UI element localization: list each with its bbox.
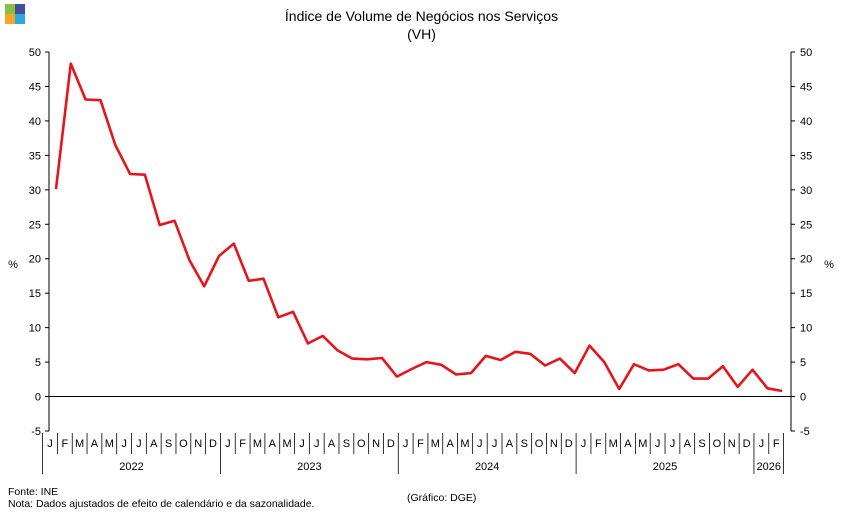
x-month-label: M [253,438,262,450]
x-month-label: A [624,438,632,450]
y-tick-label-right: 5 [800,357,806,369]
x-month-label: M [431,438,440,450]
x-month-label: S [165,438,172,450]
x-month-label: A [506,438,514,450]
x-year-label: 2024 [475,461,499,473]
note-text: Nota: Dados ajustados de efeito de calen… [8,498,315,510]
y-tick-label-left: -5 [31,426,41,438]
x-year-label: 2026 [757,461,781,473]
y-tick-label-right: 25 [800,219,812,231]
x-month-label: J [299,438,305,450]
x-month-label: N [550,438,558,450]
y-tick-label-right: 30 [800,185,812,197]
chart-subtitle: (VH) [407,26,436,42]
x-month-label: M [75,438,84,450]
y-tick-label-left: 30 [29,185,41,197]
x-month-label: S [521,438,528,450]
x-month-label: O [357,438,366,450]
logo-square-green [5,4,15,14]
y-tick-label-right: 50 [800,47,812,59]
x-year-label: 2022 [119,461,143,473]
x-year-label: 2025 [653,461,677,473]
y-tick-label-left: 15 [29,288,41,300]
x-month-label: J [225,438,231,450]
y-tick-label-right: 15 [800,288,812,300]
x-month-label: M [283,438,292,450]
x-month-label: F [239,438,246,450]
ine-logo [5,4,25,24]
y-tick-label-left: 10 [29,323,41,335]
credit-text: (Gráfico: DGE) [407,492,477,504]
x-month-label: S [343,438,350,450]
x-month-label: O [535,438,544,450]
y-tick-label-right: 45 [800,81,812,93]
y-tick-label-right: 35 [800,150,812,162]
y-tick-label-left: 20 [29,254,41,266]
y-tick-label-left: 0 [35,392,41,404]
x-month-label: J [655,438,661,450]
y-tick-label-right: 20 [800,254,812,266]
x-month-label: M [609,438,618,450]
x-month-label: F [773,438,780,450]
x-month-label: J [670,438,676,450]
x-month-label: J [121,438,127,450]
x-month-label: A [269,438,277,450]
x-month-label: J [477,438,483,450]
x-month-label: J [314,438,320,450]
x-month-label: J [759,438,765,450]
x-month-label: M [105,438,114,450]
logo-square-orange [5,14,15,24]
y-ticks: -5 -5 0 0 5 5 10 10 15 15 20 20 25 25 30 30 35 35 40 40 45 45… [8,47,834,438]
x-month-label: O [713,438,722,450]
y-axis-label-right: % [824,259,834,271]
y-tick-label-right: -5 [800,426,810,438]
series-line [54,62,783,393]
y-tick-label-right: 0 [800,392,806,404]
x-month-label: D [209,438,217,450]
y-tick-label-right: 40 [800,116,812,128]
x-month-label: F [417,438,424,450]
x-month-label: N [194,438,202,450]
source-text: Fonte: INE [8,486,59,498]
y-tick-label-left: 50 [29,47,41,59]
y-tick-label-left: 5 [35,357,41,369]
x-month-label: O [179,438,188,450]
x-month-label: D [387,438,395,450]
x-month-label: D [565,438,573,450]
x-month-label: J [136,438,142,450]
x-month-label: J [403,438,409,450]
y-tick-label-left: 25 [29,219,41,231]
y-tick-label-right: 10 [800,323,812,335]
y-tick-label-left: 40 [29,116,41,128]
chart-axes [48,52,792,431]
x-month-label: A [684,438,692,450]
x-month-label: A [328,438,336,450]
x-month-label: J [47,438,53,450]
x-month-label: J [492,438,498,450]
x-month-label: M [460,438,469,450]
y-tick-label-left: 35 [29,150,41,162]
x-month-label: A [150,438,158,450]
logo-square-cyan [15,14,25,24]
x-month-label: D [743,438,751,450]
x-month-label: F [61,438,68,450]
logo-square-blue [15,4,25,14]
x-month-label: N [372,438,380,450]
x-month-label: N [728,438,736,450]
chart-title: Índice de Volume de Negócios nos Serviço… [284,8,559,24]
x-month-label: J [581,438,587,450]
x-month-label: A [91,438,99,450]
y-axis-label-left: % [8,259,18,271]
x-month-label: F [595,438,602,450]
x-year-label: 2023 [297,461,321,473]
x-month-label: S [698,438,705,450]
y-tick-label-left: 45 [29,81,41,93]
x-month-label: M [638,438,647,450]
x-month-label: A [446,438,454,450]
